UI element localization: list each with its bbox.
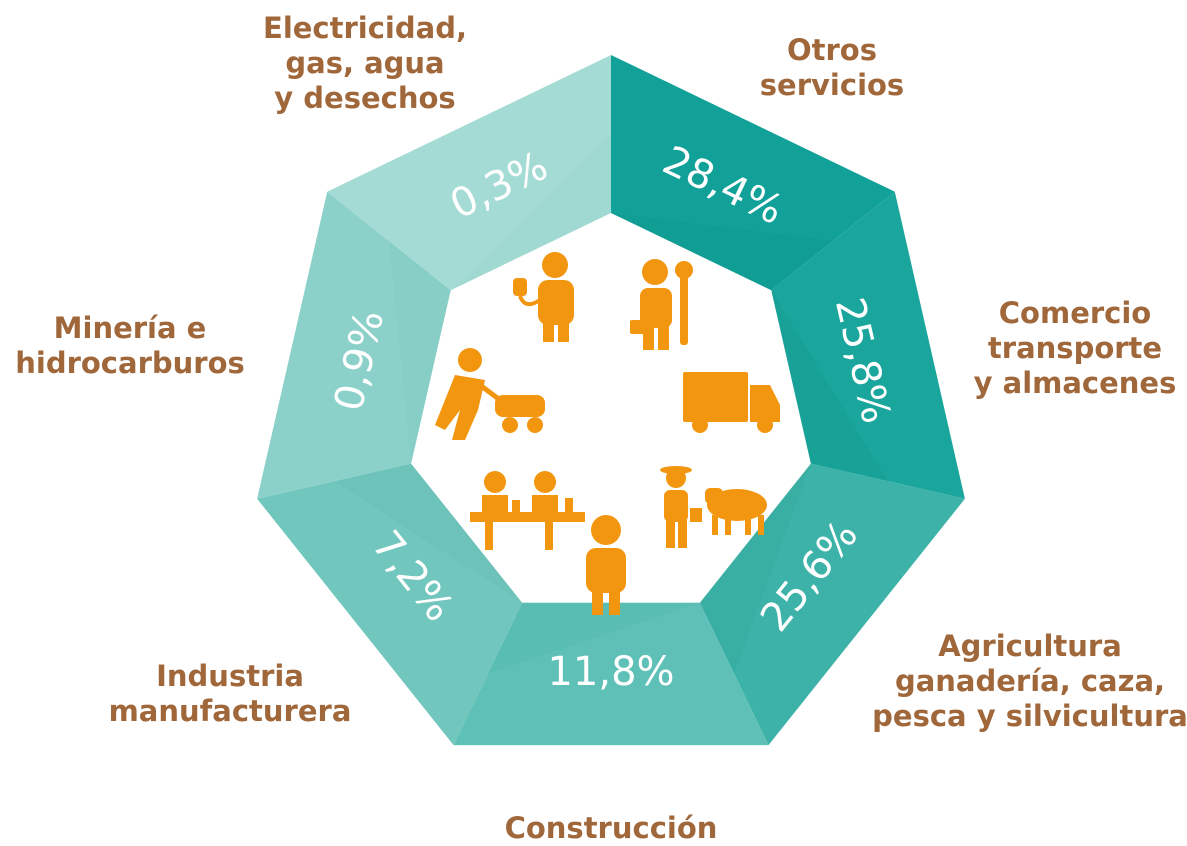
- icon-farmer: [660, 466, 767, 548]
- segment-label: transporte: [988, 331, 1162, 365]
- segment-label: Minería e: [54, 311, 207, 345]
- segment-label: servicios: [760, 68, 904, 102]
- segment-label: hidrocarburos: [15, 346, 245, 380]
- icon-mechanic: [630, 259, 693, 350]
- icon-builder: [586, 515, 626, 615]
- segment-label: y almacenes: [974, 366, 1177, 400]
- icon-truck: [683, 372, 780, 433]
- segment-label: Otros: [787, 33, 877, 67]
- segment-shade: [389, 240, 451, 464]
- segment: [257, 191, 451, 499]
- icon-miner: [435, 348, 545, 440]
- segment-value: 11,8%: [547, 649, 674, 695]
- segment-shade: [771, 290, 888, 482]
- icon-factory: [470, 471, 585, 550]
- segment-label: y desechos: [274, 81, 455, 115]
- segment-label: Construcción: [505, 811, 718, 845]
- segment-shade: [450, 134, 611, 291]
- segment-label: Electricidad,: [263, 11, 467, 45]
- segment-label: manufacturera: [109, 694, 352, 728]
- segment: [771, 191, 965, 499]
- segment-label: Agricultura: [938, 629, 1122, 663]
- segment-label: pesca y silvicultura: [872, 699, 1187, 733]
- segment: [327, 55, 611, 291]
- icons: [435, 252, 780, 615]
- segment-shade: [611, 213, 833, 291]
- segment: [611, 55, 895, 291]
- segment-label: Industria: [156, 659, 304, 693]
- segment-label: ganadería, caza,: [895, 664, 1165, 698]
- segment: [453, 602, 769, 746]
- segment-label: gas, agua: [285, 46, 444, 80]
- segment-shade: [699, 463, 811, 674]
- segment: [257, 463, 523, 746]
- segment-label: Comercio: [999, 296, 1151, 330]
- icon-electrician: [513, 252, 574, 342]
- segment-shade: [487, 602, 700, 674]
- segment: [699, 463, 965, 746]
- segment-shade: [334, 463, 523, 603]
